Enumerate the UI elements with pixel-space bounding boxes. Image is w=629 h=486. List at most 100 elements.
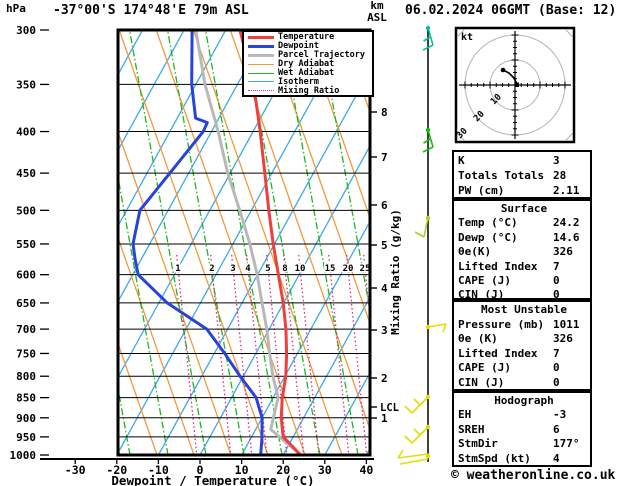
stat-label: K: [458, 154, 465, 167]
mixing-ratio-lines: [176, 254, 369, 454]
legend-item: Dewpoint: [248, 42, 372, 51]
temperature-curve: [238, 31, 302, 454]
stat-value: -3: [553, 408, 567, 422]
stat-value: 6: [553, 422, 560, 436]
stat-label: CAPE (J): [458, 361, 511, 375]
copyright: © weatheronline.co.uk: [451, 468, 616, 483]
wind-barb: [404, 424, 431, 444]
mixing-ratio-value: 20: [343, 264, 354, 274]
stats-panel-hodograph: Hodograph EH -3 SREH 6 StmDir 177° StmSpd (kt) 4: [452, 391, 592, 467]
stat-label: Pressure (mb): [458, 317, 545, 331]
stat-row: CIN (J) 0: [458, 288, 590, 302]
legend-label: Isotherm: [278, 76, 319, 87]
panel-title: Hodograph: [494, 394, 554, 407]
datetime-label: 06.02.2024 06GMT (Base: 12): [405, 3, 617, 18]
pressure-tick-label: 750: [16, 347, 36, 360]
stat-label: Temp (°C): [458, 216, 518, 230]
dry-adiabats: [119, 31, 369, 454]
legend-item: Wet Adiabat: [248, 69, 372, 78]
pressure-tick-label: 450: [16, 167, 36, 180]
stat-label: EH: [458, 408, 472, 422]
temp-tick-label: -20: [106, 463, 127, 477]
stats-panel-most-unstable: Most Unstable Pressure (mb) 1011 θe (K) 326 L…: [452, 300, 592, 391]
stat-value: 0: [553, 375, 560, 389]
stat-label: CIN (J): [458, 288, 505, 302]
stat-row: Totals Totals 28: [458, 168, 590, 183]
wind-barb: [425, 323, 447, 333]
stat-row: θe(K) 326: [458, 245, 590, 259]
pressure-tick-label: 550: [16, 238, 36, 251]
hodograph-unit-label: kt: [461, 32, 473, 43]
km-tick-label: 6: [381, 199, 388, 212]
stat-label: θe (K): [458, 332, 498, 346]
stat-label: CAPE (J): [458, 274, 511, 288]
km-tick-label: 1: [381, 412, 388, 425]
station-title: -37°00'S 174°48'E 79m ASL: [53, 3, 249, 18]
km-tick-label: 4: [381, 282, 388, 295]
stat-row: Temp (°C) 24.2: [458, 216, 590, 230]
pressure-tick-label: 950: [16, 431, 36, 444]
stat-label: StmDir: [458, 437, 498, 451]
legend-label: Dewpoint: [278, 41, 319, 52]
pressure-tick-label: 850: [16, 392, 36, 405]
mixing-ratio-value: 8: [282, 264, 287, 274]
km-tick-label: 3: [381, 324, 388, 337]
x-axis-title: Dewpoint / Temperature (°C): [111, 473, 314, 486]
altitude-axis-unit: km ASL: [360, 0, 394, 24]
wind-barb-column: [397, 25, 447, 465]
temp-tick-label: 40: [359, 463, 373, 477]
legend-swatch: [248, 53, 274, 57]
pressure-tick-label: 600: [16, 269, 36, 282]
pressure-tick-label: 300: [16, 24, 36, 37]
legend-item: Temperature: [248, 33, 372, 42]
temperature-axis: -30 -20 -10 0 10 20 30 40 Dewpoint / Temperature…: [40, 458, 374, 486]
stat-value: 4: [553, 451, 560, 465]
pressure-tick-label: 700: [16, 323, 36, 336]
stat-row: SREH 6: [458, 423, 590, 437]
stat-value: 14.6: [553, 230, 580, 244]
stat-row: Lifted Index 7: [458, 260, 590, 274]
stat-value: 2.11: [553, 184, 580, 197]
stat-row: Dewp (°C) 14.6: [458, 231, 590, 245]
temp-tick-label: 0: [197, 463, 204, 477]
background-line-families: [119, 31, 369, 454]
stat-value: 28: [553, 169, 567, 182]
mixing-ratio-value: 4: [245, 264, 251, 274]
stats-panel: K 3 Totals Totals 28 PW (cm) 2.11: [452, 150, 592, 199]
stat-value: 326: [553, 332, 573, 346]
stat-value: 326: [553, 245, 573, 259]
wet-adiabats: [119, 31, 369, 454]
wind-barb: [404, 394, 431, 414]
legend-label: Wet Adiabat: [278, 68, 335, 78]
stat-row: CIN (J) 0: [458, 376, 590, 391]
stat-row: Pressure (mb) 1011: [458, 318, 590, 333]
stat-label: PW (cm): [458, 184, 505, 197]
stat-label: Dewp (°C): [458, 230, 518, 244]
legend-swatch: [248, 72, 274, 74]
temp-tick-label: 20: [276, 463, 290, 477]
legend-item: Dry Adiabat: [248, 60, 372, 69]
pressure-tick-label: 350: [16, 78, 36, 91]
stat-row: EH -3: [458, 408, 590, 422]
stat-label: Totals Totals: [458, 169, 545, 182]
stat-row: Lifted Index 7: [458, 347, 590, 362]
km-tick-label: 5: [381, 239, 388, 252]
stat-value: 7: [553, 259, 560, 273]
dewpoint-curve: [131, 31, 264, 454]
stat-label: SREH: [458, 422, 485, 436]
stat-value: 1011: [553, 317, 580, 331]
legend-swatch: [248, 90, 274, 92]
mixing-ratio-value: 25: [360, 264, 371, 274]
stat-label: θe(K): [458, 245, 492, 259]
mixing-ratio-value: 10: [295, 264, 306, 274]
stat-row: PW (cm) 2.11: [458, 183, 590, 198]
hodograph-trace: [502, 69, 518, 85]
stat-label: Lifted Index: [458, 259, 538, 273]
stat-value: 3: [553, 154, 560, 167]
legend-item: Isotherm: [248, 77, 372, 86]
stat-row: CAPE (J) 0: [458, 274, 590, 288]
